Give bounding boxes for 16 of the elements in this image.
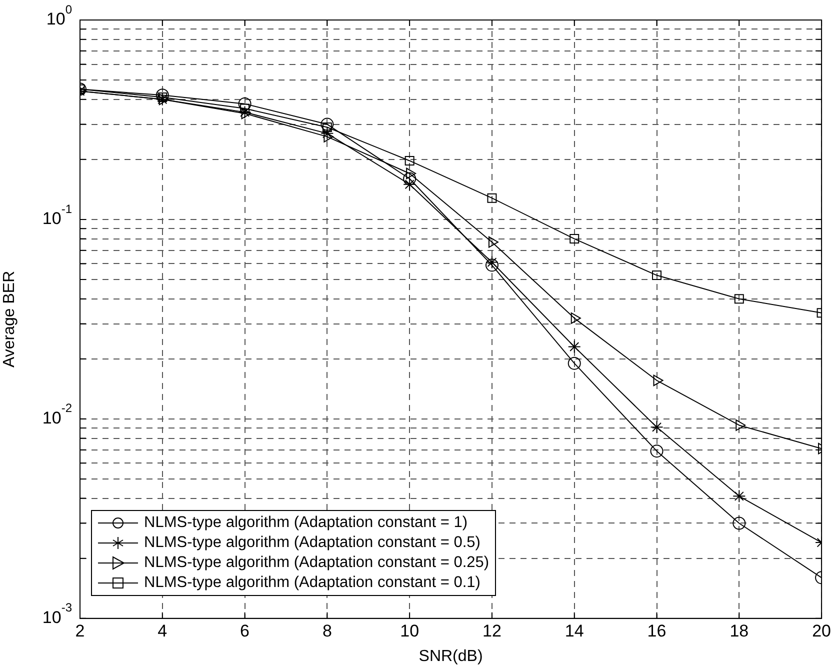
x-tick-label: 18 (730, 621, 749, 640)
x-tick-label: 12 (482, 621, 502, 640)
x-tick-label: 14 (564, 621, 584, 640)
legend-label: NLMS-type algorithm (Adaptation constant = 1) (144, 513, 468, 533)
legend-label: NLMS-type algorithm (Adaptation constant = 0.1) (144, 573, 480, 593)
x-tick-label: 4 (158, 621, 168, 640)
x-tick-label: 16 (647, 621, 666, 640)
x-tick-label: 8 (322, 621, 332, 640)
x-tick-label: 10 (400, 621, 420, 640)
x-tick-label: 6 (240, 621, 250, 640)
x-axis-title: SNR(dB) (418, 648, 483, 665)
legend-label: NLMS-type algorithm (Adaptation constant = 0.5) (144, 533, 480, 553)
y-axis-title: Average BER (1, 270, 18, 368)
legend-label: NLMS-type algorithm (Adaptation constant = 0.25) (144, 553, 490, 573)
x-tick-label: 2 (75, 621, 85, 640)
x-tick-label: 20 (812, 621, 832, 640)
